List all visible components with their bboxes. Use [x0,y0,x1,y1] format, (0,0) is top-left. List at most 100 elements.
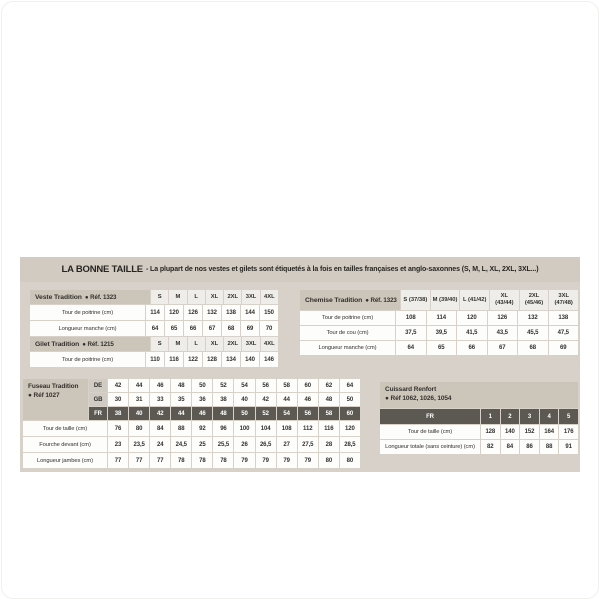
size-value-cell: 50 [234,407,255,420]
table-row: Longueur totale (sans ceinture) (cm) 82 8… [380,440,578,454]
size-value-cell: 48 [171,379,192,392]
value-cell: 69 [241,321,259,336]
size-value-cell: 64 [339,379,360,392]
table-title-text: Chemise Tradition [305,296,363,304]
row-label: Longueur jambes (cm) [23,453,107,468]
size-value-cell: 46 [192,407,213,420]
size-header-cell: XL [205,337,224,351]
value-cell: 23,5 [129,437,150,452]
row-cells: 42 44 46 48 50 52 54 56 58 60 62 64 [108,379,360,392]
row-cells: 64 65 66 67 68 69 70 [146,321,278,336]
size-header-cell: 3 [520,409,539,424]
row-cells: 76 80 84 88 92 96 100 104 108 112 116 120 [108,421,360,436]
value-cell: 88 [539,440,559,454]
table-ref-text: ● Réf. 1323 [365,296,397,304]
value-cell: 140 [241,352,259,367]
value-cell: 120 [339,421,360,436]
row-cells: 128 140 152 164 176 [481,425,578,439]
size-guide-panel: LA BONNE TAILLE - La plupart de nos vest… [20,257,580,472]
value-cell: 86 [520,440,539,454]
value-cell: 128 [203,352,221,367]
value-cell: 79 [234,453,255,468]
value-cell: 24 [150,437,171,452]
row-cells: 82 84 86 88 91 [481,440,578,454]
table-row: Tour de poitrine (cm) 110 116 122 128 134 140… [30,352,278,367]
size-header-cell: L [187,290,205,304]
value-cell: 138 [222,305,240,320]
size-header-cell: L [187,337,205,351]
table-ref-text: ● Réf. 1323 [84,293,117,301]
size-row-fr: FR 38 40 42 44 46 48 50 52 54 56 58 60 [89,407,360,420]
size-value-cell: 31 [129,393,150,406]
value-cell: 126 [184,305,202,320]
size-system-label: DE [89,379,107,392]
size-header-cell: 3XL [242,290,260,304]
size-value-cell: 60 [297,379,318,392]
size-header-cell: 3XL (47/48) [549,290,579,310]
size-value-cell: 35 [171,393,192,406]
row-label: Longueur totale (sans ceinture) (cm) [380,440,480,454]
value-cell: 66 [457,341,487,355]
size-header-cell: L (41/42) [460,290,490,310]
size-value-cell: 50 [339,393,360,406]
size-header-cell: 3XL [242,337,260,351]
value-cell: 152 [520,425,539,439]
value-cell: 43,5 [487,326,517,340]
size-value-cell: 50 [192,379,213,392]
size-header-cells: S M L XL 2XL 3XL 4XL [151,337,278,351]
table-title-text: Gilet Tradition [35,340,80,348]
gilet-table-title: Gilet Tradition ● Réf. 1215 [30,337,150,351]
row-label: Longueur manche (cm) [30,321,145,336]
size-header-cell: M [169,290,187,304]
size-system-label: FR [89,407,107,420]
value-cell: 80 [339,453,360,468]
size-header-cell: XL (43/44) [490,290,519,310]
page-title-main: LA BONNE TAILLE [61,264,144,275]
size-header-cell: 2XL (45/46) [519,290,549,310]
size-header-cell: S [151,337,169,351]
size-header-cells: S (37/38) M (39/40) L (41/42) XL (43/44) 2XL… [401,290,579,310]
value-cell: 26 [234,437,255,452]
value-cell: 150 [260,305,278,320]
size-header-cell: M [169,337,187,351]
veste-table: Veste Tradition ● Réf. 1323 S M L XL 2XL 3XL 4… [30,290,278,336]
size-value-cell: 48 [213,407,234,420]
size-value-cell: 42 [150,407,171,420]
size-value-cell: 62 [318,379,339,392]
value-cell: 65 [165,321,183,336]
value-cell: 114 [146,305,164,320]
value-cell: 132 [203,305,221,320]
value-cell: 96 [213,421,234,436]
page-title: LA BONNE TAILLE - La plupart de nos vest… [20,257,580,282]
size-value-cell: 40 [129,407,150,420]
value-cell: 79 [255,453,276,468]
row-label: Longueur manche (cm) [300,341,395,355]
table-title-text: Fuseau Tradition [28,383,79,390]
size-header-cell: XL [205,290,224,304]
size-header-cells: S M L XL 2XL 3XL 4XL [151,290,278,304]
value-cell: 41,5 [457,326,487,340]
table-ref-text: ● Réf 1062, 1026, 1054 [385,395,452,403]
size-value-cell: 58 [318,407,339,420]
size-value-cell: 44 [276,393,297,406]
value-cell: 80 [318,453,339,468]
fr-header-cell: FR [380,409,480,424]
value-cell: 84 [500,440,520,454]
size-value-cell: 58 [276,379,297,392]
size-header-cell: 4XL [260,337,278,351]
size-row-gb: GB 30 31 33 35 36 38 40 42 44 46 48 50 [89,393,360,406]
value-cell: 45,5 [518,326,548,340]
value-cell: 47,5 [548,326,578,340]
value-cell: 140 [500,425,520,439]
value-cell: 176 [559,425,578,439]
size-header-cell: 2XL [224,337,242,351]
size-value-cell: 44 [171,407,192,420]
value-cell: 110 [146,352,164,367]
size-value-cell: 48 [318,393,339,406]
size-header-cell: 5 [559,409,578,424]
row-cells: 64 65 66 67 68 69 [396,341,578,355]
size-value-cell: 54 [276,407,297,420]
value-cell: 77 [150,453,171,468]
row-cells: 110 116 122 128 134 140 146 [146,352,278,367]
